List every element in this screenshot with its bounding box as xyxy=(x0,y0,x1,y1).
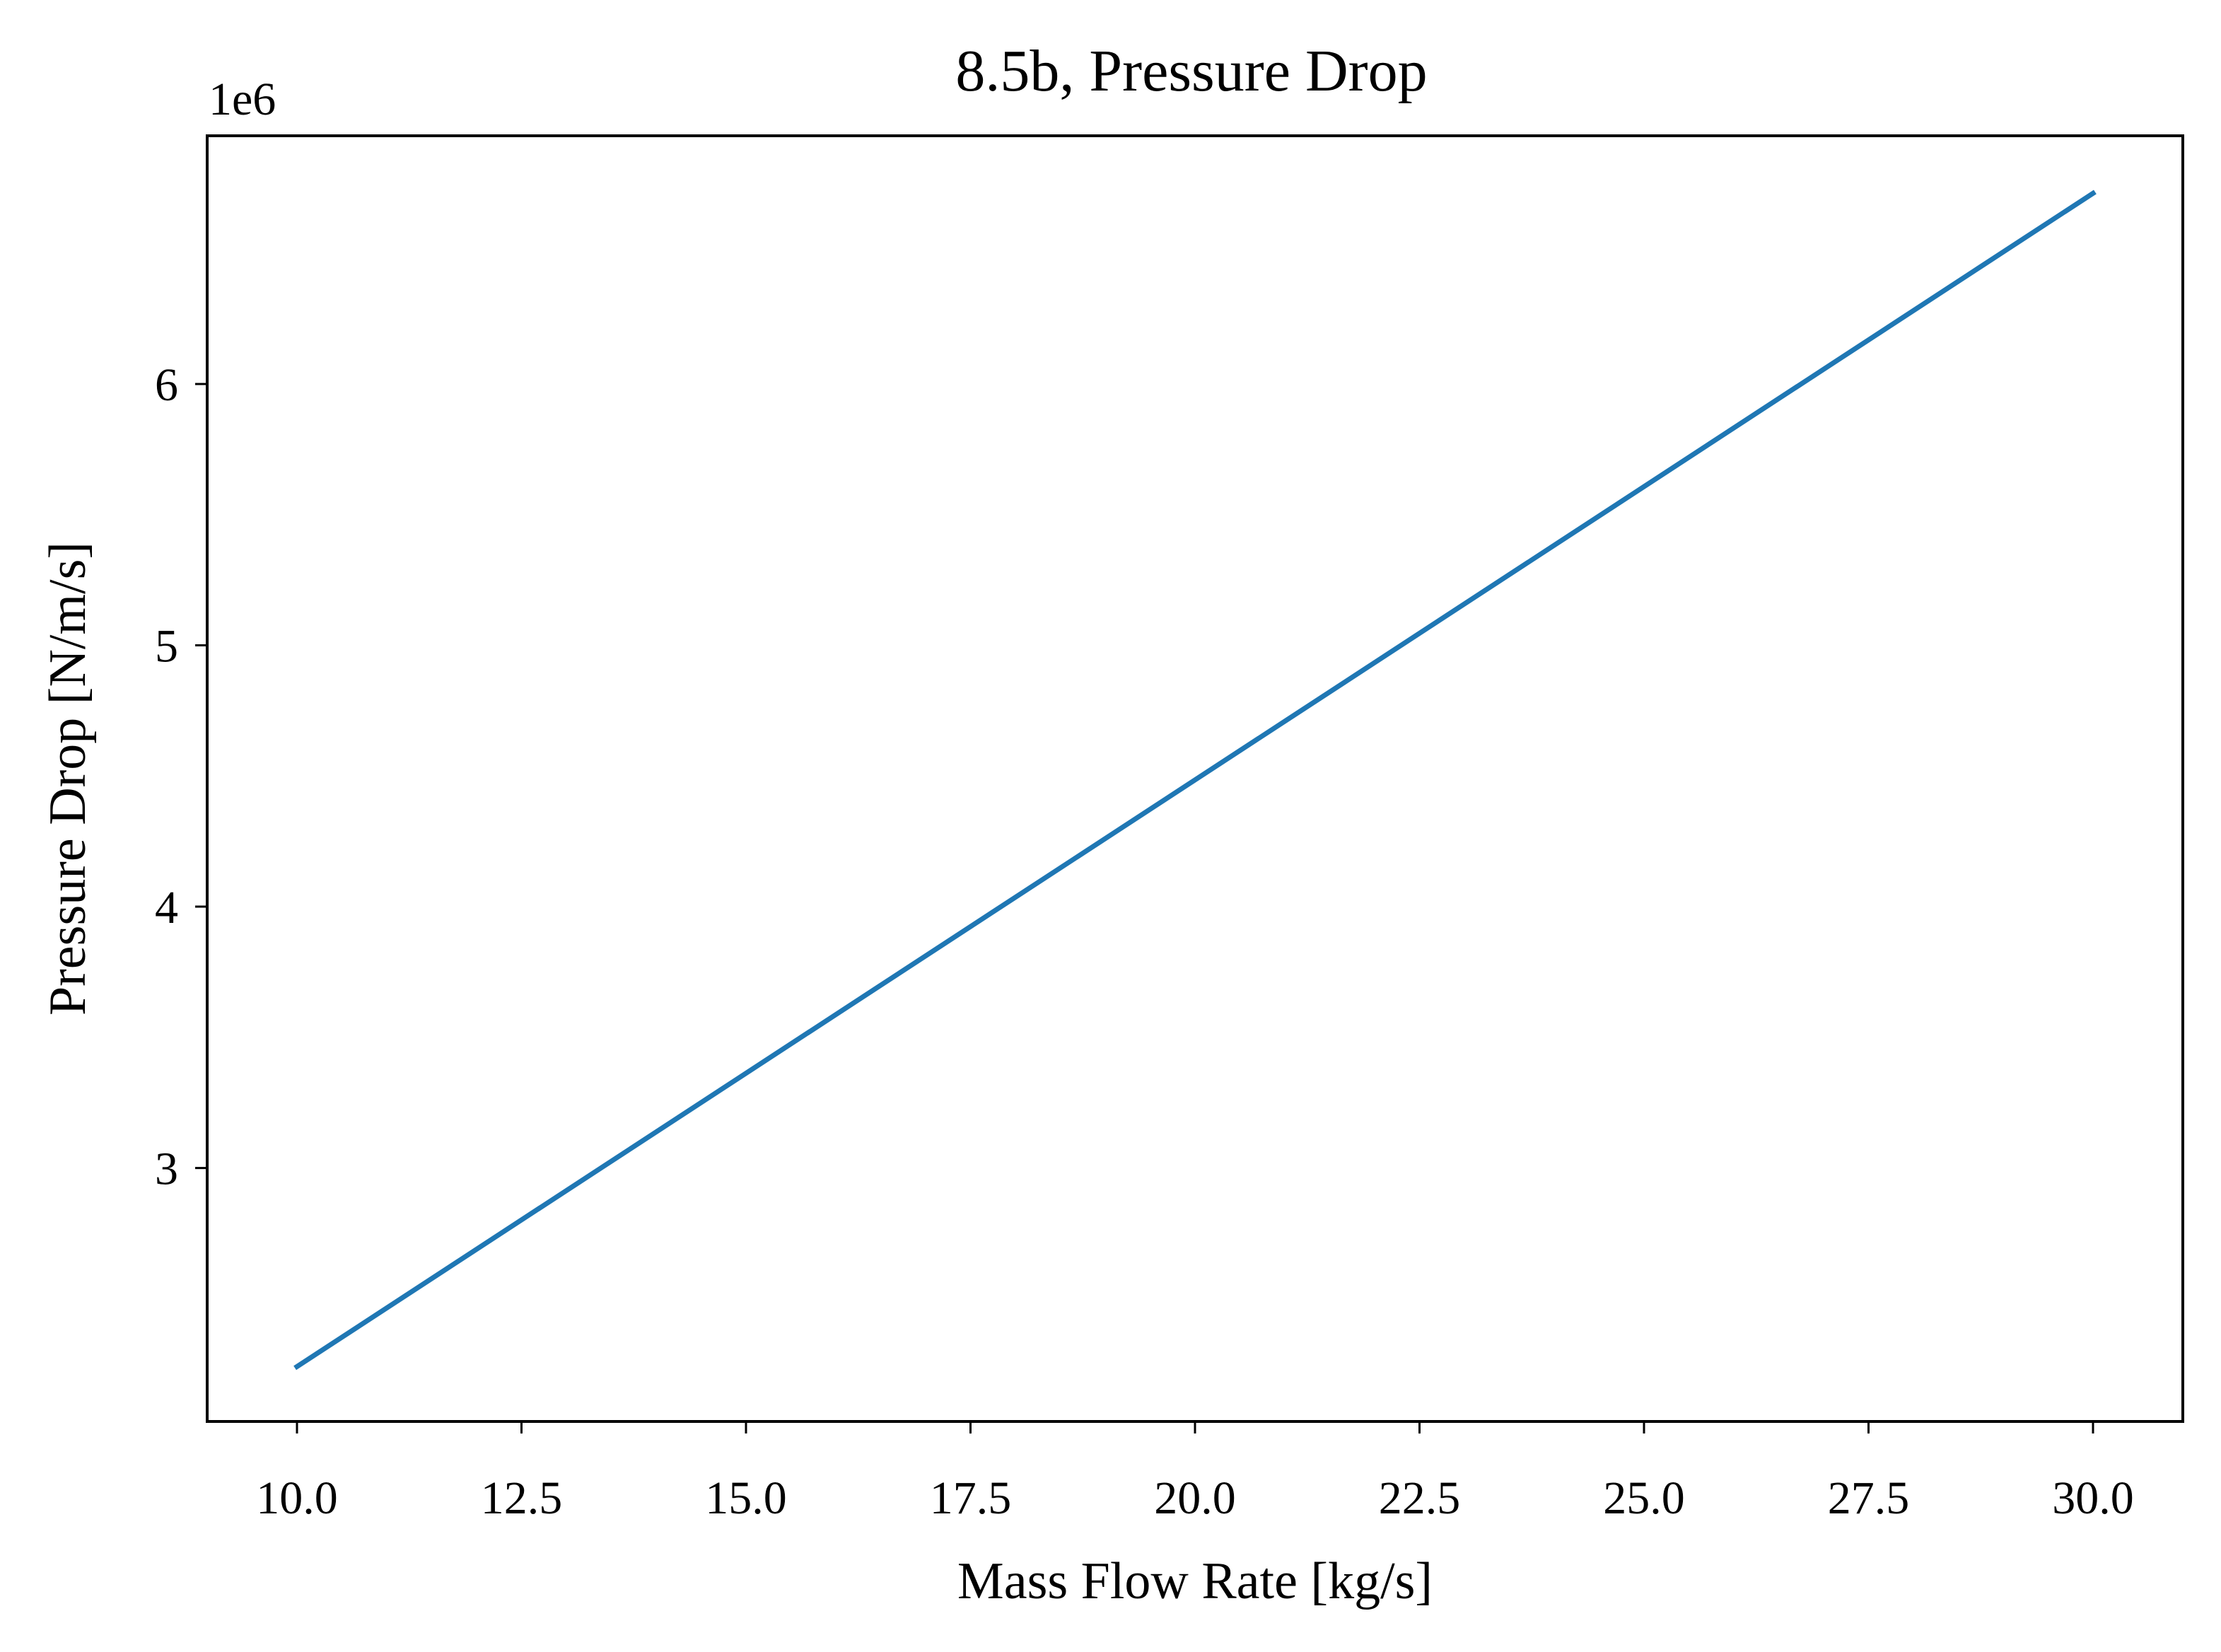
x-tick-label: 25.0 xyxy=(1603,1472,1685,1524)
series-line xyxy=(293,190,2097,1371)
x-axis-label: Mass Flow Rate [kg/s] xyxy=(957,1552,1433,1610)
x-tick-label: 20.0 xyxy=(1154,1472,1236,1524)
y-axis-label: Pressure Drop [N/m/s] xyxy=(39,542,97,1016)
y-tick-label: 3 xyxy=(155,1144,178,1195)
y-axis-ticks: 3 4 5 6 xyxy=(155,359,207,1195)
x-tick-label: 15.0 xyxy=(705,1472,787,1524)
y-tick-label: 4 xyxy=(155,882,178,933)
x-tick-label: 17.5 xyxy=(930,1472,1012,1524)
x-tick-label: 12.5 xyxy=(481,1472,563,1524)
x-tick-label: 30.0 xyxy=(2052,1472,2134,1524)
y-tick-label: 6 xyxy=(155,359,178,411)
plot-frame xyxy=(206,134,2184,1423)
x-axis-ticks: 10.0 12.5 15.0 17.5 20.0 22.5 25.0 27.5 30.0 xyxy=(256,1421,2134,1524)
x-tick-label: 10.0 xyxy=(256,1472,338,1524)
chart-title: 8.5b, Pressure Drop xyxy=(955,38,1427,104)
series-layer xyxy=(293,190,2097,1371)
x-tick-label: 27.5 xyxy=(1828,1472,1910,1524)
y-offset-label: 1e6 xyxy=(209,74,276,125)
x-tick-label: 22.5 xyxy=(1379,1472,1461,1524)
y-tick-label: 5 xyxy=(155,621,178,673)
